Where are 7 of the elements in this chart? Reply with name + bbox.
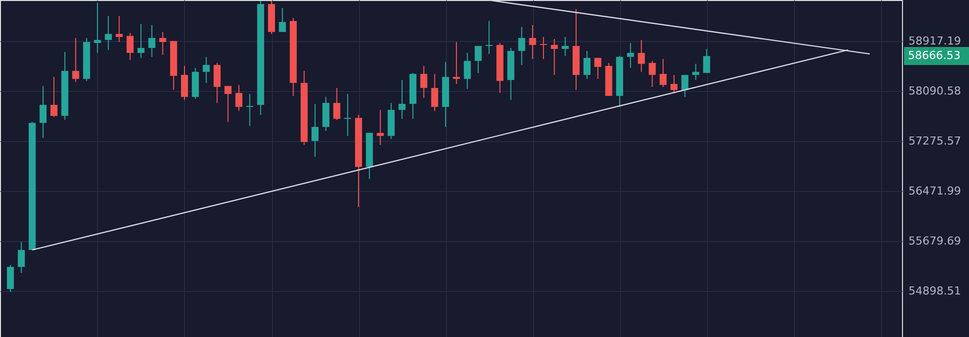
y-tick-label: 55679.69 (908, 234, 961, 248)
y-tick-label: 57275.57 (908, 134, 961, 148)
y-tick-label: 58917.19 (908, 34, 961, 48)
y-tick-label: 54898.51 (908, 284, 961, 298)
y-tick-label: 56471.99 (908, 184, 961, 198)
y-tick-label: 58090.58 (908, 84, 961, 98)
text: 58666.53 (908, 49, 960, 62)
